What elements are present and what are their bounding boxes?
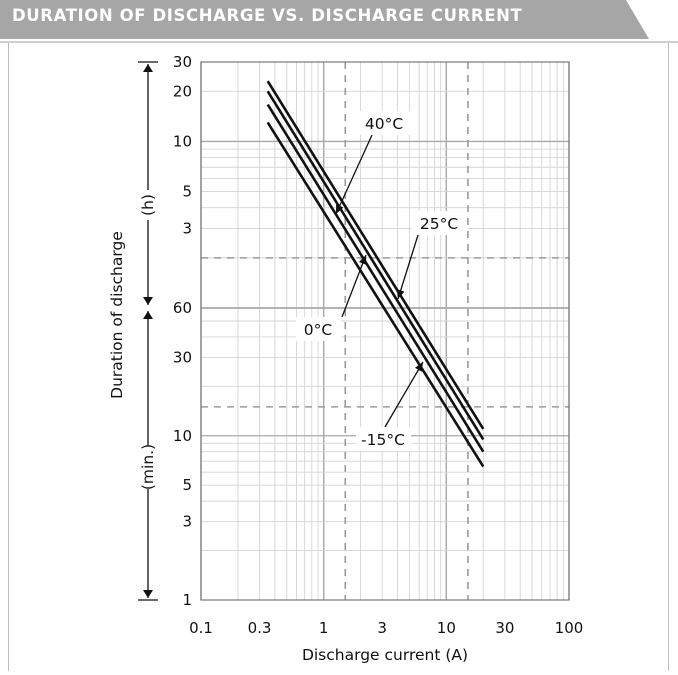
- y-axis-title: Duration of discharge: [108, 231, 126, 399]
- x-tick-label: 0.1: [189, 619, 213, 637]
- axes: 0.1 0.3 1 3 10 30 10013510306035102030Discharg…: [108, 53, 583, 664]
- reference-lines: [201, 62, 569, 600]
- y-tick-label: 3: [182, 513, 192, 531]
- curve-label: 40°C: [365, 115, 403, 133]
- bracket-arrow-down-hours: [143, 297, 153, 305]
- x-tick-label: 0.3: [248, 619, 272, 637]
- curve-labels: 40°C 25°C 0°C -15°C: [296, 111, 467, 451]
- bracket-arrow-up-minutes: [143, 311, 153, 319]
- discharge-curves: [266, 80, 485, 468]
- y-tick-label: 5: [182, 476, 192, 494]
- curve-label-box: [356, 427, 411, 451]
- x-axis-title: Discharge current (A): [302, 646, 468, 664]
- bracket-gap-minutes: [138, 445, 158, 489]
- curve-label-box: [412, 211, 467, 235]
- y-tick-label: 5: [182, 183, 192, 201]
- grid: [200, 61, 570, 601]
- series-line: [266, 80, 485, 430]
- y-tick-label: 20: [173, 82, 192, 100]
- bracket-arrow-down-minutes: [143, 590, 153, 598]
- y-tick-label: 1: [182, 591, 192, 609]
- curve-label: -15°C: [361, 431, 405, 449]
- y-tick-label: 3: [182, 220, 192, 238]
- y-tick-label: 10: [173, 427, 192, 445]
- y-tick-label: 10: [173, 132, 192, 150]
- series-line: [266, 103, 485, 453]
- curve-label-arrowhead: [359, 255, 367, 265]
- plot-area-border: [200, 61, 570, 601]
- header-banner-shape: [0, 0, 678, 43]
- curve-label-box: [357, 111, 412, 135]
- bracket-arrow-up-hours: [143, 64, 153, 72]
- curve-label-arrowhead: [396, 289, 405, 299]
- header-banner: DURATION OF DISCHARGE VS. DISCHARGE CURR…: [0, 0, 678, 45]
- y-tick-label: 60: [173, 299, 192, 317]
- series-line: [266, 90, 485, 441]
- x-tick-label: 30: [495, 619, 514, 637]
- curve-label-leader: [335, 134, 373, 215]
- curve-label: 25°C: [420, 215, 458, 233]
- y-tick-label: 30: [173, 348, 192, 366]
- header-banner-fill: [0, 0, 649, 39]
- bracket-gap-hours: [138, 190, 158, 220]
- curve-label-box: [296, 317, 341, 341]
- chart-frame: [8, 43, 669, 671]
- series-line: [266, 121, 485, 468]
- curve-label-leader: [384, 361, 424, 428]
- curve-label-arrowhead: [415, 362, 423, 372]
- curve-label-leader: [397, 234, 419, 300]
- chart-title: DURATION OF DISCHARGE VS. DISCHARGE CURR…: [12, 6, 523, 25]
- x-tick-label: 3: [377, 619, 387, 637]
- y-unit-minutes: (min.): [139, 444, 157, 490]
- y-unit-hours: (h): [139, 194, 157, 216]
- curve-label-leader: [341, 254, 367, 318]
- y-tick-label: 30: [173, 53, 192, 71]
- x-tick-label: 10: [437, 619, 456, 637]
- x-tick-label: 100: [555, 619, 584, 637]
- curve-label-arrowhead: [336, 204, 344, 214]
- curve-label: 0°C: [304, 321, 332, 339]
- x-tick-label: 1: [319, 619, 329, 637]
